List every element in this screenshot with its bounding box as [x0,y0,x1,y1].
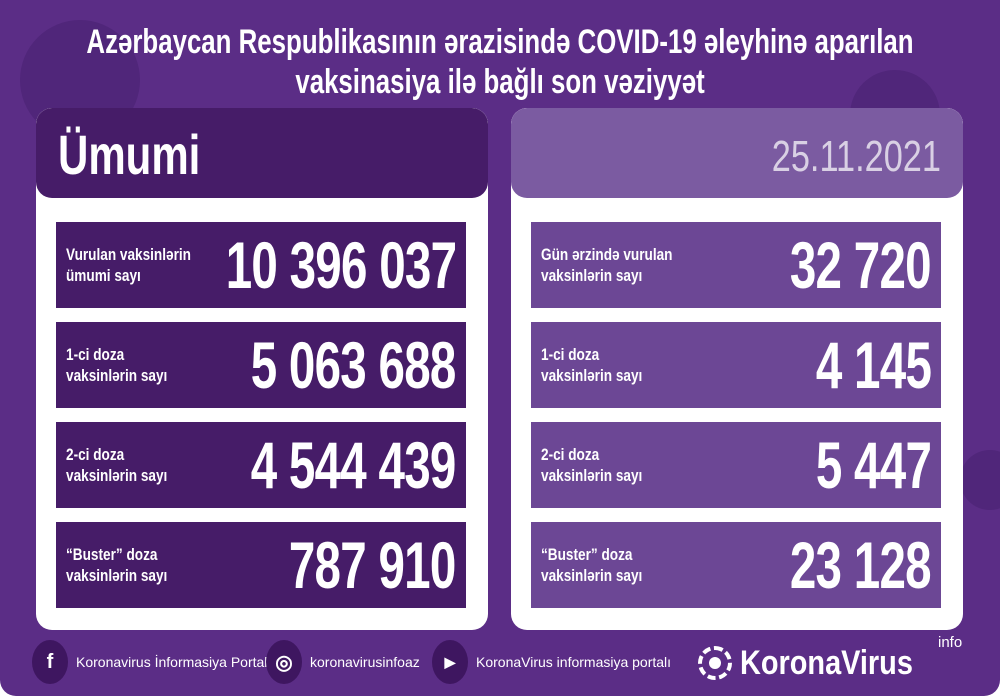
instagram-icon: ◎ [266,640,302,684]
total-card: Ümumi Vurulan vaksinlərin ümumi sayı 10 39… [36,108,488,630]
stat-value: 10 396 037 [225,228,456,302]
stat-row: 1-ci doza vaksinlərin sayı 4 145 [531,322,941,408]
stat-row: “Buster” doza vaksinlərin sayı 23 128 [531,522,941,608]
title-line-2: vaksinasiya ilə bağlı son vəziyyət [295,63,705,101]
koronavirus-logo: KoronaVirus info [698,634,978,686]
stat-row: 2-ci doza vaksinlərin sayı 5 447 [531,422,941,508]
youtube-icon: ▶ [432,640,468,684]
total-header: Ümumi [36,108,488,198]
virus-decoration-icon [960,450,1000,510]
stat-value: 4 145 [815,328,932,402]
daily-card: 25.11.2021 Gün ərzində vurulan vaksinləri… [511,108,963,630]
daily-header: 25.11.2021 [511,108,963,198]
instagram-link[interactable]: ◎ koronavirusinfoaz [266,640,420,684]
virus-logo-icon [698,646,732,680]
stat-label: 1-ci doza vaksinlərin sayı [66,345,168,385]
facebook-link[interactable]: f Koronavirus İnformasiya Portalı [32,640,271,684]
stat-label: “Buster” doza vaksinlərin sayı [541,545,643,585]
stat-row: 2-ci doza vaksinlərin sayı 4 544 439 [56,422,466,508]
stat-value: 5 447 [815,428,932,502]
stat-value: 5 063 688 [251,328,457,402]
stat-row: Vurulan vaksinlərin ümumi sayı 10 396 037 [56,222,466,308]
title-line-1: Azərbaycan Respublikasının ərazisində CO… [86,23,914,61]
logo-name: KoronaVirus [740,644,913,682]
stat-value: 4 544 439 [251,428,457,502]
stat-value: 787 910 [289,528,456,602]
stat-label: Vurulan vaksinlərin ümumi sayı [66,245,191,285]
report-date: 25.11.2021 [771,132,941,181]
youtube-link[interactable]: ▶ KoronaVirus informasiya portalı [432,640,671,684]
stat-label: 1-ci doza vaksinlərin sayı [541,345,643,385]
stat-label: “Buster” doza vaksinlərin sayı [66,545,168,585]
logo-superscript: info [938,634,963,651]
stat-label: 2-ci doza vaksinlərin sayı [66,445,168,485]
facebook-icon: f [32,640,68,684]
stat-value: 23 128 [789,528,932,602]
total-heading: Ümumi [58,123,201,186]
stat-row: Gün ərzində vurulan vaksinlərin sayı 32 72… [531,222,941,308]
stat-row: “Buster” doza vaksinlərin sayı 787 910 [56,522,466,608]
stat-label: Gün ərzində vurulan vaksinlərin sayı [541,245,673,285]
footer: f Koronavirus İnformasiya Portalı ◎ korona… [0,634,1000,686]
stat-row: 1-ci doza vaksinlərin sayı 5 063 688 [56,322,466,408]
stat-value: 32 720 [789,228,932,302]
stat-label: 2-ci doza vaksinlərin sayı [541,445,643,485]
